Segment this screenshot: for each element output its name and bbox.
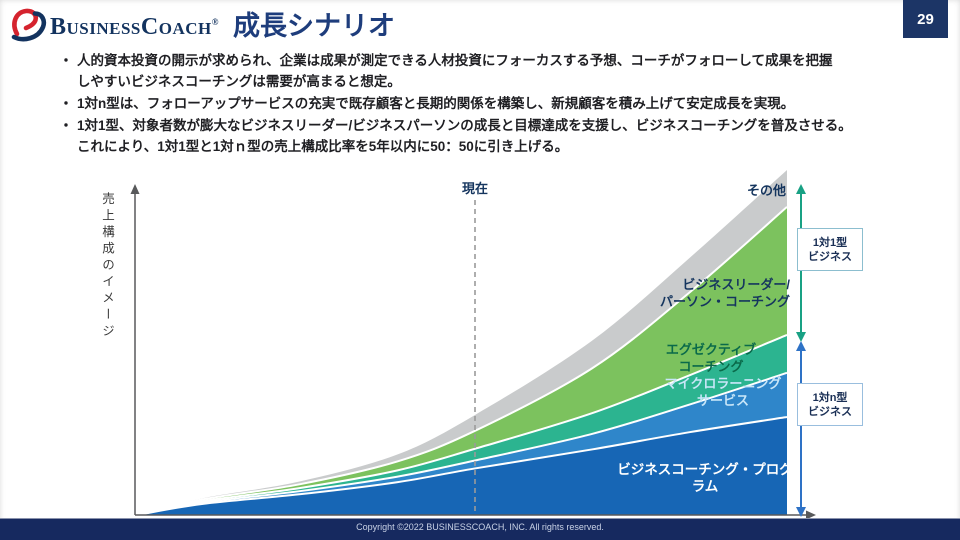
chart-areas — [137, 170, 787, 515]
company-logo: BusinessCoach® — [10, 5, 219, 44]
band-separator — [136, 333, 788, 516]
band-label-microlearning-service: マイクロラーニング サービス — [664, 376, 782, 408]
header: BusinessCoach® 成長シナリオ 29 — [0, 0, 960, 46]
bullet-item: ・人的資本投資の開示が求められ、企業は成果が測定できる人材投資にフォーカスする予… — [55, 50, 940, 92]
one-to-n-business-label-box: 1対n型 ビジネス — [797, 383, 863, 426]
area-band-0 — [137, 417, 787, 515]
logo-coach: Coach — [140, 14, 212, 40]
one-to-n-range-arrow — [796, 341, 806, 517]
footer-bar: Copyright ©2022 BUSINESSCOACH, INC. All … — [0, 518, 960, 540]
one-to-one-business-label-box: 1対1型 ビジネス — [797, 228, 863, 271]
bullet-text: 1対1型、対象者数が膨大なビジネスリーダー/ビジネスパーソンの成長と目標達成を支… — [77, 118, 852, 154]
page-number-badge: 29 — [903, 0, 948, 38]
y-axis-arrowhead — [130, 184, 140, 194]
copyright-text: Copyright ©2022 BUSINESSCOACH, INC. All … — [356, 522, 604, 532]
bullet-text: 1対n型は、フォローアップサービスの充実で既存顧客と長期的関係を構築し、新規顧客… — [77, 96, 795, 111]
bullet-item: ・ 1対1型、対象者数が膨大なビジネスリーダー/ビジネスパーソンの成長と目標達成を… — [55, 115, 940, 157]
heart-swoosh-icon — [11, 8, 47, 41]
band-label-business-coaching-program: ビジネスコーチング・プログラム — [617, 462, 793, 494]
y-axis-label: 売上構成のイメージ — [100, 192, 114, 341]
current-marker-label: 現在 — [461, 181, 488, 196]
bullet-marker: ・ — [59, 53, 73, 68]
band-separator — [136, 416, 788, 516]
logo-business: Business — [50, 14, 141, 40]
chart-axes — [130, 184, 816, 520]
bullet-marker: ・ — [59, 96, 73, 111]
growth-chart: 売上構成のイメージ 現在 その他 ビジネスリーダー/ パーソン・コーチング エグ… — [100, 160, 820, 520]
bullet-marker: ・ — [59, 118, 73, 133]
band-separator — [136, 206, 788, 516]
page-title: 成長シナリオ — [233, 11, 395, 41]
band-label-business-leader-coaching: ビジネスリーダー/ パーソン・コーチング — [659, 277, 790, 309]
bullet-list: ・人的資本投資の開示が求められ、企業は成果が測定できる人材投資にフォーカスする予… — [55, 50, 940, 158]
band-separator — [136, 371, 788, 516]
registered-mark: ® — [211, 17, 219, 27]
bullet-item: ・ 1対n型は、フォローアップサービスの充実で既存顧客と長期的関係を構築し、新規顧… — [55, 93, 940, 114]
chart-overlay — [136, 200, 788, 516]
x-axis-arrowhead — [806, 510, 816, 520]
bullet-text: 人的資本投資の開示が求められ、企業は成果が測定できる人材投資にフォーカスする予想… — [77, 53, 833, 89]
band-label-other: その他 — [746, 183, 786, 198]
stacked-area-chart — [130, 170, 816, 520]
band-label-executive-coaching: エグゼクティブ コーチング — [665, 342, 757, 374]
area-band-3 — [137, 206, 787, 515]
logo-wordmark: BusinessCoach® — [50, 5, 219, 44]
